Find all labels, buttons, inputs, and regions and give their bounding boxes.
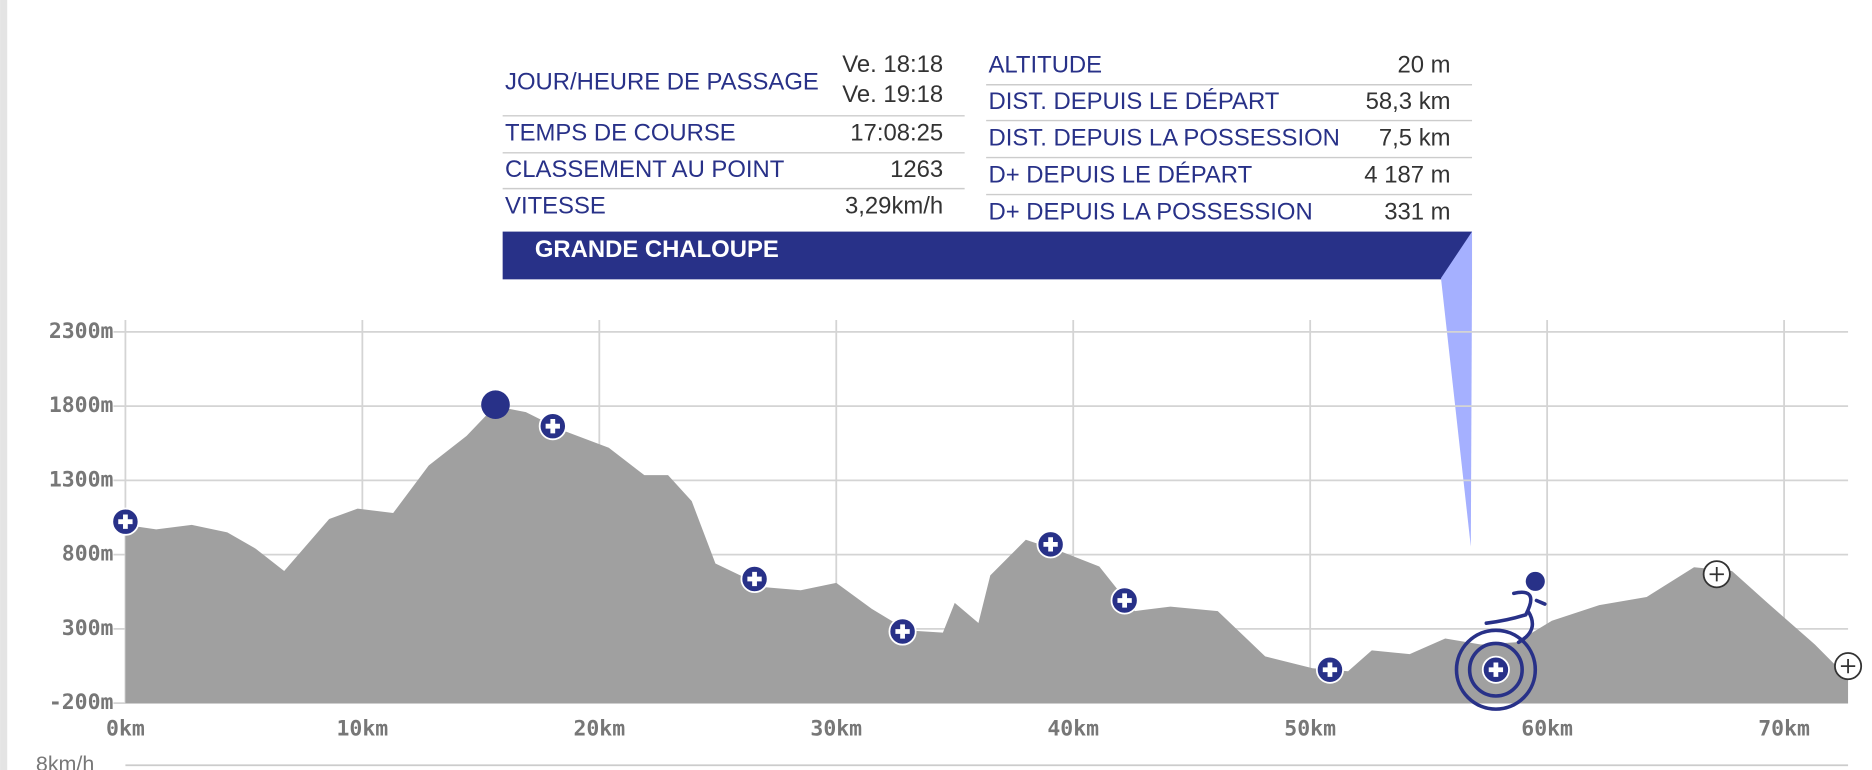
x-tick-label: 40km (1047, 716, 1099, 741)
info-panel: JOUR/HEURE DE PASSAGE Ve. 18:18 Ve. 19:18 T… (502, 51, 1473, 225)
y-tick-label: 1800m (49, 393, 114, 418)
y-tick-label: 300m (62, 616, 114, 641)
elevation-area (125, 406, 1849, 704)
summit-marker (481, 390, 510, 420)
info-value: 3,29km/h (845, 192, 943, 219)
info-value: Ve. 19:18 (842, 81, 943, 108)
aid-station-plus (1840, 658, 1856, 674)
aid-station-plus (1709, 567, 1724, 582)
aid-station-plus (118, 514, 133, 529)
info-label: D+ DEPUIS LE DÉPART (989, 161, 1253, 188)
info-value: 4 187 m (1364, 161, 1450, 188)
speed-axis-label: 8km/h (36, 752, 94, 770)
y-tick-label: 1300m (49, 467, 114, 492)
info-value: 331 m (1384, 198, 1450, 225)
point-banner (502, 231, 1473, 280)
left-border (0, 0, 8, 770)
x-tick-label: 10km (337, 716, 389, 741)
x-tick-label: 60km (1521, 716, 1573, 741)
info-value: Ve. 18:18 (842, 51, 943, 78)
y-tick-label: 800m (62, 542, 114, 567)
info-label: JOUR/HEURE DE PASSAGE (505, 68, 819, 95)
info-value: 58,3 km (1366, 88, 1451, 115)
point-name: GRANDE CHALOUPE (535, 236, 779, 263)
aid-station-plus (1043, 537, 1058, 552)
aid-station-plus (1322, 662, 1338, 677)
info-value: 1263 (890, 156, 943, 183)
aid-station-plus (545, 419, 560, 434)
aid-station-plus (1117, 593, 1132, 608)
x-tick-label: 20km (573, 716, 625, 741)
info-label: TEMPS DE COURSE (505, 120, 736, 147)
y-tick-label: -200m (49, 690, 114, 715)
x-tick-label: 50km (1284, 716, 1336, 741)
position-ring (1454, 628, 1538, 711)
position-ring (1467, 641, 1524, 698)
runner-head (1525, 571, 1545, 591)
info-label: D+ DEPUIS LA POSSESSION (989, 198, 1313, 225)
runner-body (1484, 590, 1547, 645)
elevation-chart: -200m 300m 800m 1300m 1800m 2300m 0km 10km 20km 3… (49, 319, 1849, 741)
markers (111, 390, 1863, 711)
x-tick-label: 70km (1758, 716, 1810, 741)
info-value: 20 m (1397, 52, 1450, 79)
info-label: CLASSEMENT AU POINT (505, 156, 785, 183)
aid-station-plus (747, 571, 762, 587)
info-label: DIST. DEPUIS LA POSSESSION (989, 124, 1340, 151)
x-tick-label: 30km (810, 716, 862, 741)
info-label: VITESSE (505, 192, 606, 219)
aid-station-plus (1488, 662, 1504, 677)
info-label: DIST. DEPUIS LE DÉPART (989, 88, 1280, 115)
aid-station-plus (895, 624, 910, 639)
pointer (1440, 231, 1473, 547)
y-tick-label: 2300m (49, 319, 114, 344)
info-label: ALTITUDE (989, 52, 1103, 79)
x-tick-label: 0km (106, 716, 145, 741)
info-value: 17:08:25 (850, 120, 943, 147)
info-value: 7,5 km (1379, 124, 1451, 151)
